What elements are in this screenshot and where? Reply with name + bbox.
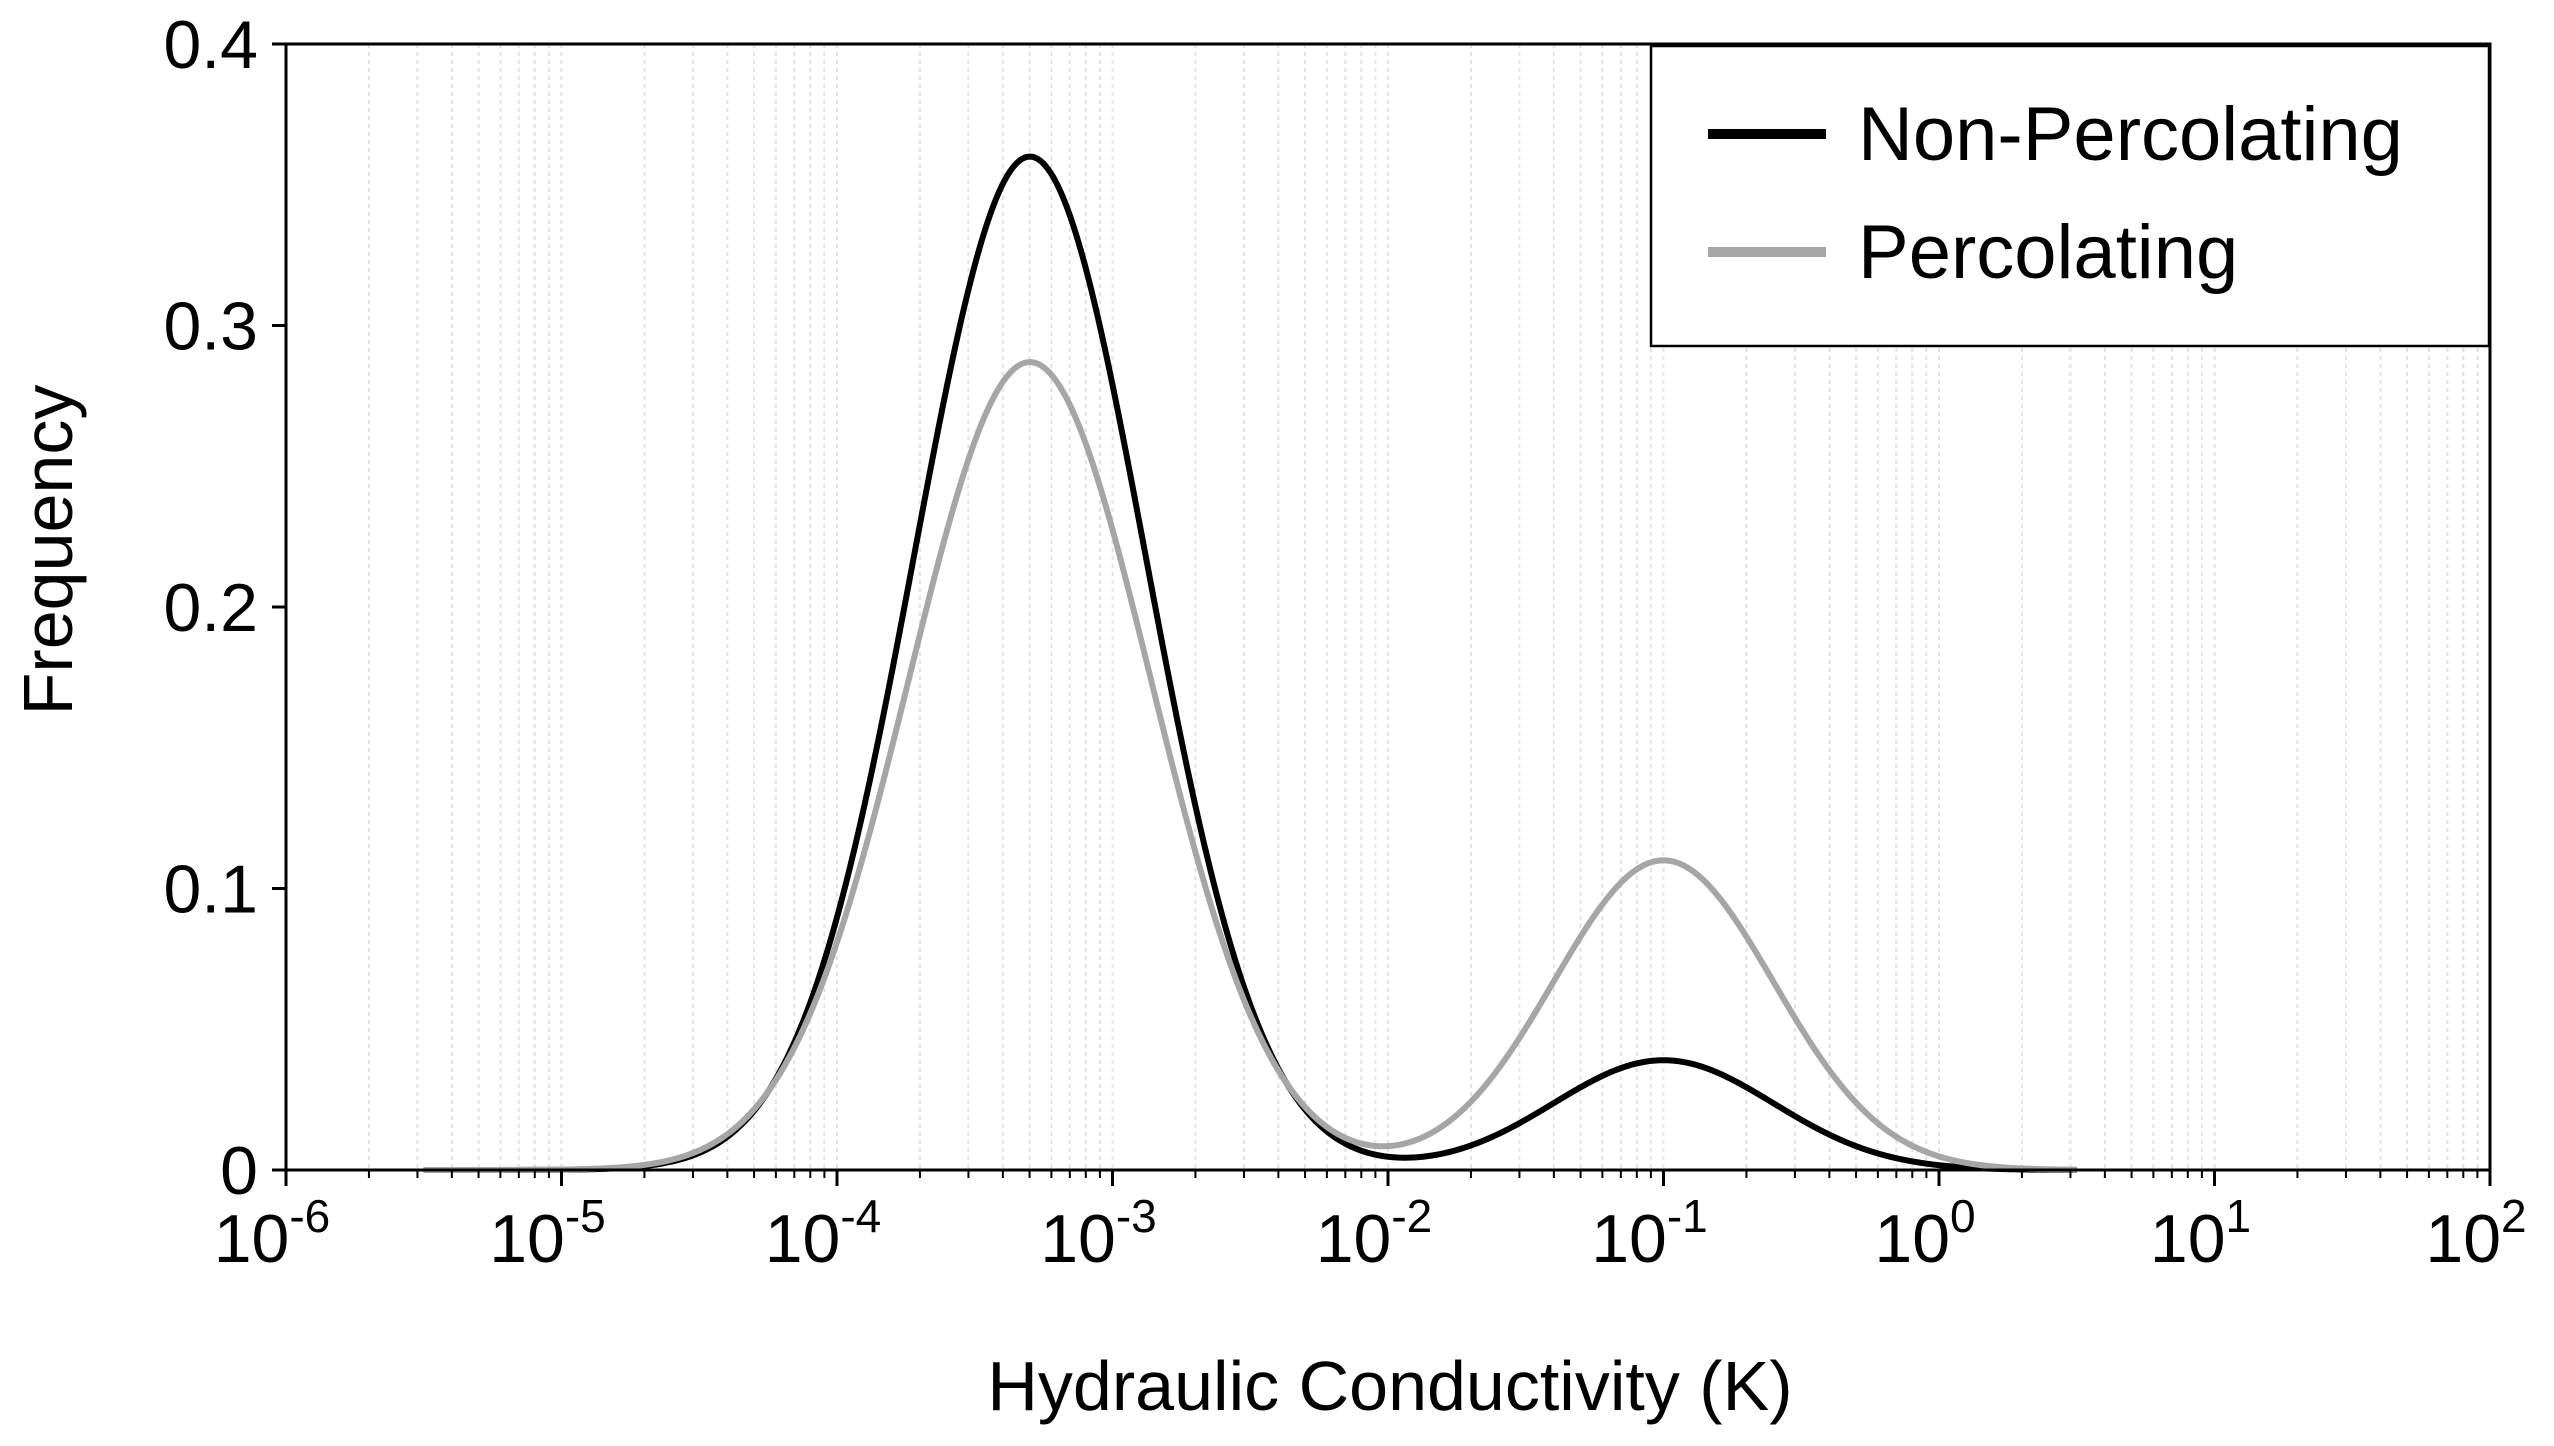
legend: Non-Percolating Percolating [1649, 44, 2491, 348]
axes [272, 42, 2492, 1186]
x-tick-label: 101 [2150, 1190, 2251, 1277]
series-line-percolating [422, 359, 2078, 1173]
x-tick-label: 10-6 [214, 1190, 331, 1277]
y-tick-label: 0.3 [163, 289, 258, 365]
y-tick-label: 0.2 [163, 570, 258, 646]
x-tick-label: 10-5 [489, 1190, 606, 1277]
x-tick-label: 102 [2425, 1190, 2526, 1277]
x-axis-title: Hydraulic Conductivity (K) [987, 1347, 1792, 1425]
x-tick-label: 10-2 [1316, 1190, 1433, 1277]
y-tick-label: 0.4 [163, 7, 258, 83]
x-tick-label: 10-1 [1591, 1190, 1708, 1277]
legend-box [1649, 44, 2491, 348]
legend-label-percolating: Percolating [1858, 210, 2238, 295]
y-axis-title: Frequency [9, 385, 87, 716]
series-lines [422, 153, 2078, 1173]
y-tick-label: 0 [220, 1133, 258, 1209]
y-tick-label: 0.1 [163, 852, 258, 928]
x-tick-label: 10-4 [765, 1190, 882, 1277]
x-tick-label: 100 [1874, 1190, 1975, 1277]
x-tick-label: 10-3 [1040, 1190, 1157, 1277]
legend-label-non-percolating: Non-Percolating [1858, 92, 2403, 177]
tick-labels: 0 0.1 0.2 0.3 0.4 10-6 10-5 10-4 10-3 10-2 10-1 100… [163, 7, 2526, 1277]
